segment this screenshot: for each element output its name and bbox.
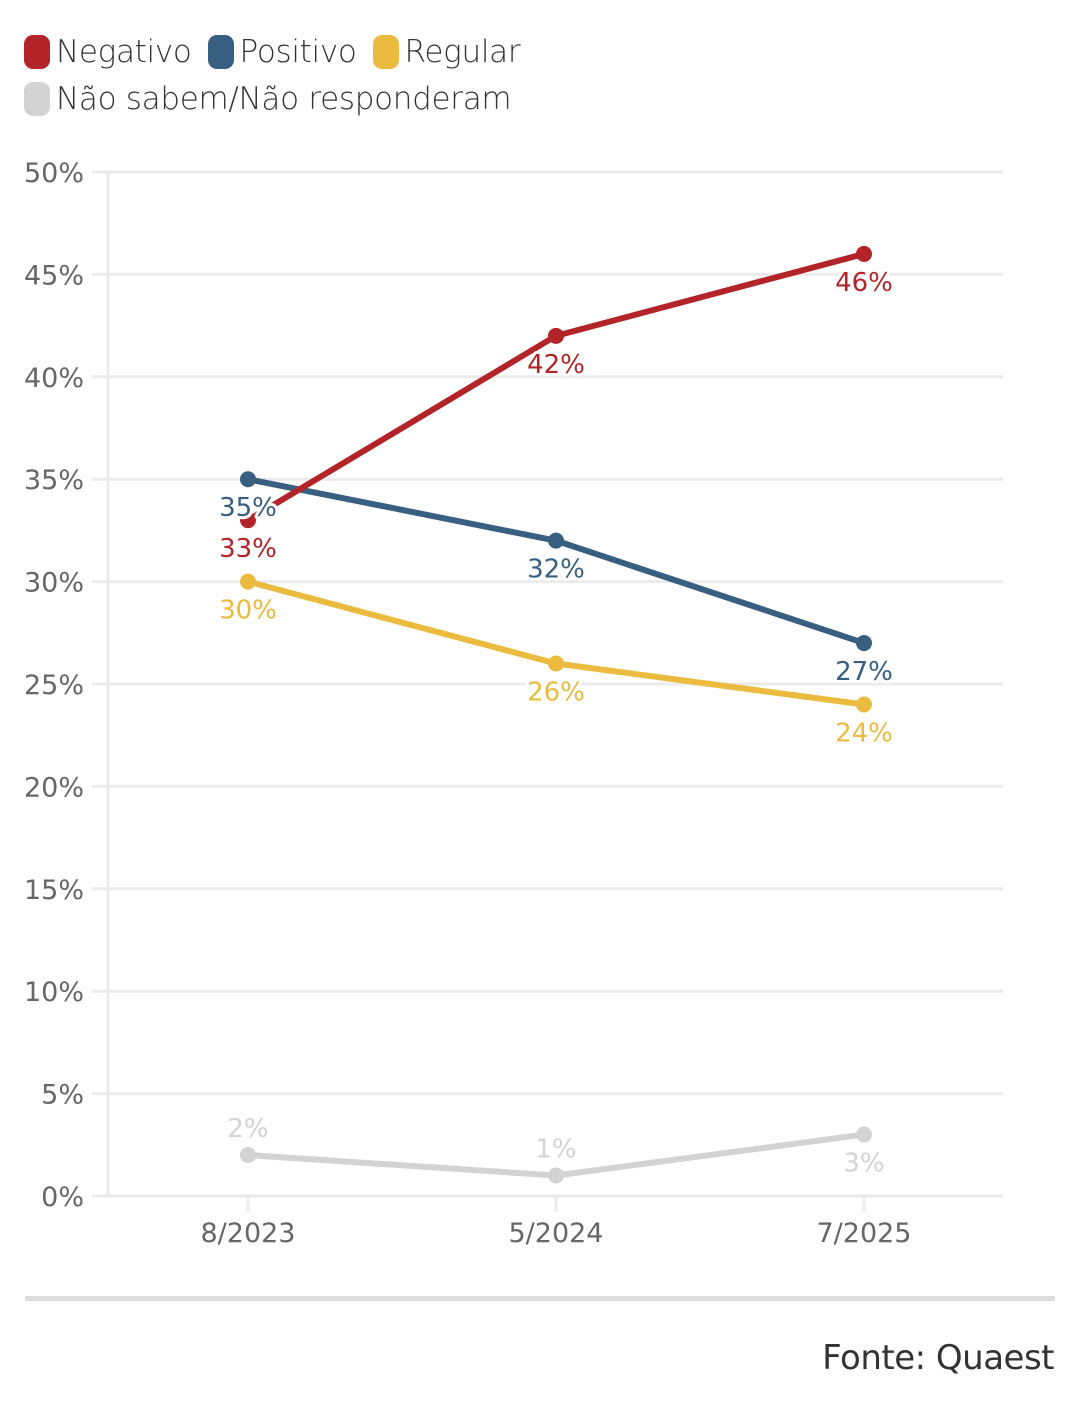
y-tick-label: 25%: [24, 670, 84, 701]
legend-swatch-nao-sabem: [24, 81, 50, 116]
legend-swatch-negativo: [24, 34, 50, 69]
data-point: [240, 471, 256, 488]
x-tick-label: 7/2025: [817, 1218, 912, 1249]
data-point: [240, 512, 256, 529]
y-tick-label: 0%: [41, 1182, 84, 1213]
legend-row: Não sabem/Não responderam: [24, 75, 584, 122]
data-point: [548, 1167, 564, 1184]
data-point: [856, 635, 872, 652]
data-label: 30%: [219, 596, 277, 626]
line-chart: 0% 5% 10% 15% 20% 25% 30% 35% 40% 45% 50% 8/2023 5/2…: [24, 158, 1003, 1249]
data-point: [856, 696, 872, 713]
data-point: [548, 655, 564, 672]
legend-item-positivo[interactable]: Positivo: [207, 33, 357, 70]
legend-label-positivo: Positivo: [239, 33, 357, 70]
data-label: 3%: [843, 1149, 884, 1179]
y-tick-label: 30%: [24, 568, 84, 599]
x-tick-label: 8/2023: [201, 1218, 296, 1249]
data-label: 2%: [227, 1114, 268, 1144]
x-tick-label: 5/2024: [509, 1218, 604, 1249]
y-tick-label: 40%: [24, 363, 84, 394]
y-tick-label: 10%: [24, 977, 84, 1008]
source-credit: Fonte: Quaest: [822, 1338, 1054, 1378]
data-point: [240, 573, 256, 590]
legend-item-negativo[interactable]: Negativo: [24, 34, 192, 70]
axes: 0% 5% 10% 15% 20% 25% 30% 35% 40% 45% 50% 8/2023 5/2…: [24, 158, 912, 1249]
legend-row: Negativo Positivo Regular: [24, 28, 584, 75]
legend-label-regular: Regular: [404, 33, 521, 70]
data-point: [548, 532, 564, 549]
series-lines: [240, 245, 872, 1184]
data-point: [856, 245, 872, 262]
data-label: 35%: [219, 493, 277, 523]
legend-swatch-regular: [372, 34, 399, 69]
data-label: 46%: [835, 268, 893, 298]
chart-legend: Negativo Positivo Regular Não sabem/Não …: [24, 28, 584, 122]
y-tick-label: 15%: [24, 875, 84, 906]
legend-item-nao-sabem[interactable]: Não sabem/Não responderam: [24, 80, 512, 117]
data-label: 42%: [527, 350, 585, 380]
y-tick-label: 45%: [24, 260, 84, 291]
data-point: [240, 1147, 256, 1164]
y-tick-label: 5%: [41, 1080, 84, 1111]
data-label: 1%: [535, 1135, 576, 1165]
data-label: 33%: [219, 534, 277, 564]
legend-label-negativo: Negativo: [56, 33, 192, 70]
data-label: 24%: [835, 718, 893, 748]
data-labels: 33% 42% 46% 35% 32% 27% 30% 26% 24% 2% 1% 3%: [216, 265, 896, 1182]
data-point: [548, 327, 564, 344]
data-label: 32%: [527, 555, 585, 585]
legend-swatch-positivo: [207, 34, 234, 69]
y-tick-label: 20%: [24, 772, 84, 803]
data-label: 27%: [835, 657, 893, 687]
data-point: [856, 1126, 872, 1143]
legend-item-regular[interactable]: Regular: [372, 33, 521, 70]
y-tick-label: 50%: [24, 158, 84, 189]
data-label: 26%: [527, 678, 585, 708]
legend-label-nao-sabem: Não sabem/Não responderam: [56, 80, 512, 117]
y-tick-label: 35%: [24, 465, 84, 496]
footer-divider: [25, 1296, 1055, 1301]
